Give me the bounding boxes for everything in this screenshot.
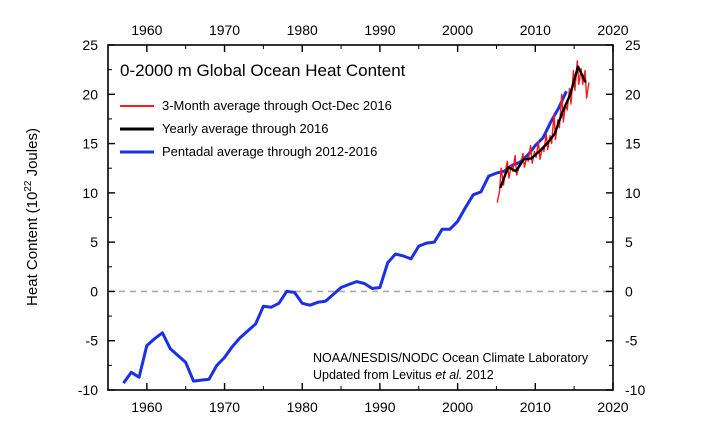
x-tick-label-bottom: 2020 bbox=[597, 399, 628, 415]
y-tick-label-left: -10 bbox=[78, 382, 98, 398]
legend-entry-yearly-label: Yearly average through 2016 bbox=[162, 121, 328, 136]
y-tick-label-right: 15 bbox=[625, 136, 641, 152]
x-tick-label-top: 1980 bbox=[287, 22, 318, 38]
credit-line-2: Updated from Levitus et al. 2012 bbox=[313, 368, 494, 382]
x-tick-label-bottom: 1990 bbox=[364, 399, 395, 415]
y-tick-label-left: 25 bbox=[82, 37, 98, 53]
x-axis-ticks: 1960 1960 1970 1970 1980 1980 1990 1990 2000 2000… bbox=[107, 22, 629, 415]
y-tick-label-left: 15 bbox=[82, 136, 98, 152]
y-tick-label-right: 0 bbox=[625, 283, 633, 299]
x-tick-label-top: 2020 bbox=[597, 22, 628, 38]
credit-italic: et al. bbox=[435, 368, 462, 382]
y-tick-label-left: 10 bbox=[82, 185, 98, 201]
x-tick-label-bottom: 1970 bbox=[209, 399, 240, 415]
legend: 3-Month average through Oct-Dec 2016 Year… bbox=[120, 98, 392, 159]
y-tick-label-right: 20 bbox=[625, 86, 641, 102]
x-tick-label-bottom: 1980 bbox=[287, 399, 318, 415]
credit-line-1: NOAA/NESDIS/NODC Ocean Climate Laborator… bbox=[313, 351, 589, 365]
y-axis-label-exponent: 22 bbox=[23, 180, 34, 192]
x-tick-label-top: 2000 bbox=[442, 22, 473, 38]
y-tick-label-left: 5 bbox=[90, 234, 98, 250]
y-axis-ticks: -10 -10 -5 -5 0 0 5 5 10 10 15 15 20 20 25 25 bbox=[78, 37, 646, 398]
series-lines bbox=[122, 60, 590, 384]
x-tick-label-bottom: 2000 bbox=[442, 399, 473, 415]
chart-title: 0-2000 m Global Ocean Heat Content bbox=[120, 61, 406, 80]
x-tick-label-top: 2010 bbox=[520, 22, 551, 38]
series-line-pentadal bbox=[122, 90, 568, 384]
series-line-yearly bbox=[499, 65, 587, 189]
x-tick-label-top: 1960 bbox=[131, 22, 162, 38]
y-tick-label-right: -5 bbox=[625, 333, 638, 349]
legend-entry-3-month-label: 3-Month average through Oct-Dec 2016 bbox=[162, 98, 392, 113]
y-axis-label: Heat Content (1022 Joules) bbox=[23, 128, 41, 306]
x-tick-label-bottom: 2010 bbox=[520, 399, 551, 415]
x-tick-label-top: 1970 bbox=[209, 22, 240, 38]
x-tick-label-bottom: 1960 bbox=[131, 399, 162, 415]
x-tick-label-top: 1990 bbox=[364, 22, 395, 38]
y-tick-label-right: -10 bbox=[625, 382, 645, 398]
y-tick-label-left: 20 bbox=[82, 86, 98, 102]
y-tick-label-right: 25 bbox=[625, 37, 641, 53]
y-tick-label-right: 10 bbox=[625, 185, 641, 201]
y-tick-label-left: 0 bbox=[90, 283, 98, 299]
y-tick-label-right: 5 bbox=[625, 234, 633, 250]
y-tick-label-left: -5 bbox=[86, 333, 99, 349]
legend-entry-pentadal-label: Pentadal average through 2012-2016 bbox=[162, 144, 377, 159]
